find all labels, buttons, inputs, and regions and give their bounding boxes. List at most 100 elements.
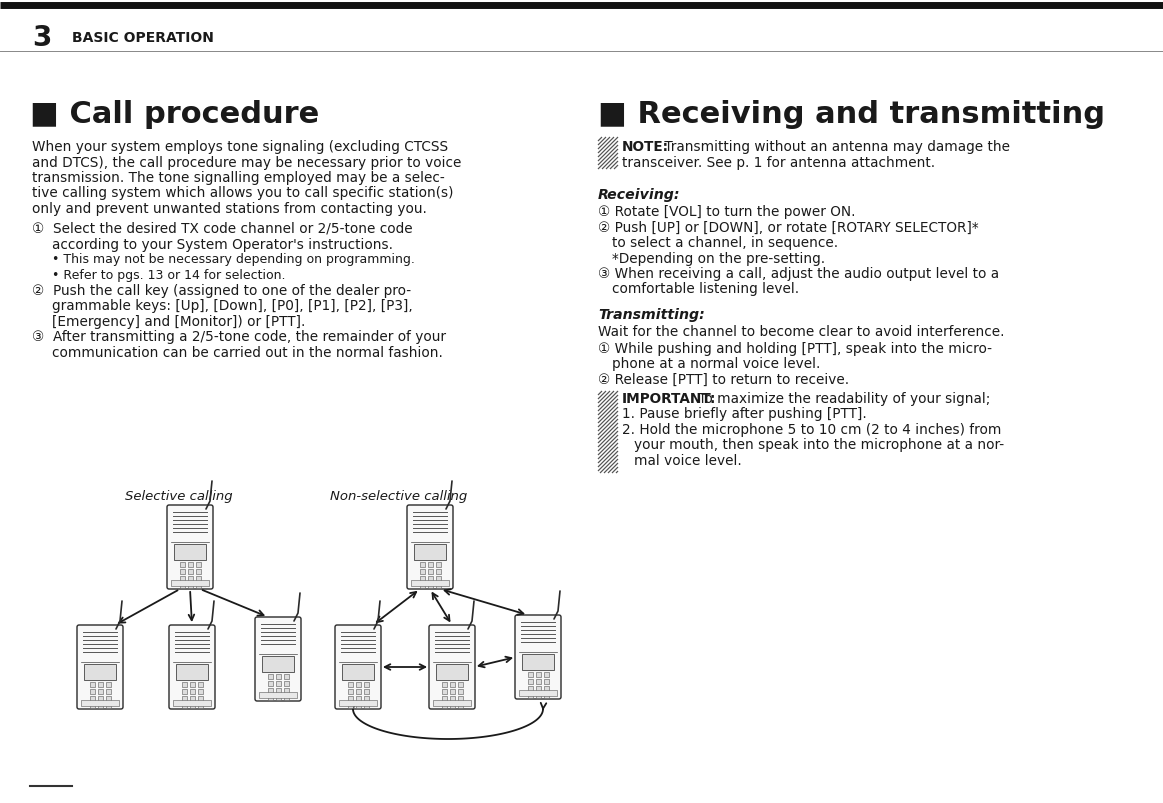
Bar bbox=[259, 692, 297, 698]
Bar bbox=[198, 695, 202, 701]
Bar bbox=[262, 656, 294, 672]
Bar bbox=[342, 664, 374, 680]
Bar bbox=[195, 583, 200, 589]
Bar bbox=[535, 686, 541, 691]
Bar bbox=[528, 693, 533, 698]
Bar bbox=[543, 686, 549, 691]
Bar bbox=[190, 682, 194, 687]
Bar bbox=[356, 695, 361, 701]
Text: Non-selective calling: Non-selective calling bbox=[330, 489, 468, 503]
Bar bbox=[442, 682, 447, 687]
Text: ③ When receiving a call, adjust the audio output level to a: ③ When receiving a call, adjust the audi… bbox=[598, 267, 999, 281]
Bar bbox=[543, 679, 549, 684]
Text: ② Push [UP] or [DOWN], or rotate [ROTARY SELECTOR]*: ② Push [UP] or [DOWN], or rotate [ROTARY… bbox=[598, 220, 978, 234]
Bar bbox=[106, 689, 110, 694]
Bar bbox=[284, 674, 288, 679]
Bar bbox=[190, 689, 194, 694]
Bar bbox=[420, 583, 424, 589]
Bar bbox=[543, 693, 549, 698]
Bar bbox=[181, 695, 186, 701]
Bar bbox=[457, 695, 463, 701]
Text: to select a channel, in sequence.: to select a channel, in sequence. bbox=[612, 236, 839, 250]
Bar bbox=[428, 583, 433, 589]
Text: phone at a normal voice level.: phone at a normal voice level. bbox=[612, 357, 820, 371]
Text: *Depending on the pre-setting.: *Depending on the pre-setting. bbox=[612, 251, 825, 265]
Bar bbox=[457, 703, 463, 708]
Bar bbox=[528, 679, 533, 684]
Text: ② Release [PTT] to return to receive.: ② Release [PTT] to return to receive. bbox=[598, 373, 849, 386]
Text: Receiving:: Receiving: bbox=[598, 188, 680, 202]
Bar bbox=[190, 695, 194, 701]
Bar bbox=[179, 562, 185, 567]
Bar bbox=[190, 703, 194, 708]
Bar bbox=[450, 682, 455, 687]
Bar bbox=[90, 703, 94, 708]
Bar bbox=[276, 695, 280, 700]
Bar bbox=[528, 686, 533, 691]
Bar bbox=[187, 583, 193, 589]
Text: Wait for the channel to become clear to avoid interference.: Wait for the channel to become clear to … bbox=[598, 324, 1005, 339]
Bar bbox=[198, 703, 202, 708]
Bar bbox=[195, 569, 200, 574]
Bar bbox=[420, 576, 424, 581]
Bar bbox=[179, 569, 185, 574]
Text: mal voice level.: mal voice level. bbox=[634, 454, 742, 467]
FancyBboxPatch shape bbox=[77, 626, 123, 709]
Bar bbox=[106, 703, 110, 708]
Bar bbox=[106, 695, 110, 701]
Bar bbox=[450, 689, 455, 694]
Bar bbox=[435, 562, 441, 567]
Text: NOTE:: NOTE: bbox=[622, 140, 669, 154]
Bar bbox=[442, 689, 447, 694]
Bar bbox=[181, 703, 186, 708]
Bar bbox=[284, 681, 288, 686]
Bar bbox=[284, 695, 288, 700]
Bar bbox=[535, 671, 541, 677]
Bar bbox=[433, 700, 471, 706]
FancyBboxPatch shape bbox=[515, 615, 561, 699]
Bar bbox=[348, 695, 352, 701]
Text: grammable keys: [Up], [Down], [P0], [P1], [P2], [P3],: grammable keys: [Up], [Down], [P0], [P1]… bbox=[52, 300, 413, 313]
Bar bbox=[90, 689, 94, 694]
Bar bbox=[348, 689, 352, 694]
Bar bbox=[98, 703, 102, 708]
Text: ■ Call procedure: ■ Call procedure bbox=[30, 100, 320, 128]
Bar bbox=[364, 703, 369, 708]
Bar bbox=[348, 682, 352, 687]
Bar bbox=[411, 581, 449, 586]
Bar bbox=[98, 689, 102, 694]
Text: • Refer to pgs. 13 or 14 for selection.: • Refer to pgs. 13 or 14 for selection. bbox=[52, 268, 285, 281]
Bar bbox=[428, 569, 433, 574]
Bar bbox=[187, 576, 193, 581]
Text: comfortable listening level.: comfortable listening level. bbox=[612, 282, 799, 296]
Text: ②  Push the call key (assigned to one of the dealer pro-: ② Push the call key (assigned to one of … bbox=[33, 283, 412, 298]
Bar bbox=[84, 664, 116, 680]
Bar bbox=[187, 569, 193, 574]
Text: ■ Receiving and transmitting: ■ Receiving and transmitting bbox=[598, 100, 1105, 128]
Text: ① While pushing and holding [PTT], speak into the micro-: ① While pushing and holding [PTT], speak… bbox=[598, 341, 992, 356]
Bar bbox=[420, 562, 424, 567]
Text: • This may not be necessary depending on programming.: • This may not be necessary depending on… bbox=[52, 253, 415, 266]
Bar bbox=[198, 689, 202, 694]
Bar bbox=[181, 689, 186, 694]
Bar bbox=[428, 576, 433, 581]
Bar bbox=[179, 583, 185, 589]
Bar bbox=[90, 695, 94, 701]
Bar bbox=[414, 544, 445, 560]
Bar bbox=[174, 544, 206, 560]
Bar bbox=[457, 682, 463, 687]
Bar bbox=[436, 664, 468, 680]
Text: ③  After transmitting a 2/5-tone code, the remainder of your: ③ After transmitting a 2/5-tone code, th… bbox=[33, 330, 445, 344]
Bar bbox=[348, 703, 352, 708]
Bar bbox=[171, 581, 209, 586]
Bar bbox=[338, 700, 377, 706]
Bar bbox=[450, 695, 455, 701]
Bar bbox=[284, 687, 288, 693]
Bar bbox=[420, 569, 424, 574]
Bar bbox=[173, 700, 211, 706]
Bar bbox=[90, 682, 94, 687]
Bar bbox=[364, 695, 369, 701]
Text: Transmitting without an antenna may damage the: Transmitting without an antenna may dama… bbox=[659, 140, 1009, 154]
FancyBboxPatch shape bbox=[429, 626, 475, 709]
Bar bbox=[364, 689, 369, 694]
